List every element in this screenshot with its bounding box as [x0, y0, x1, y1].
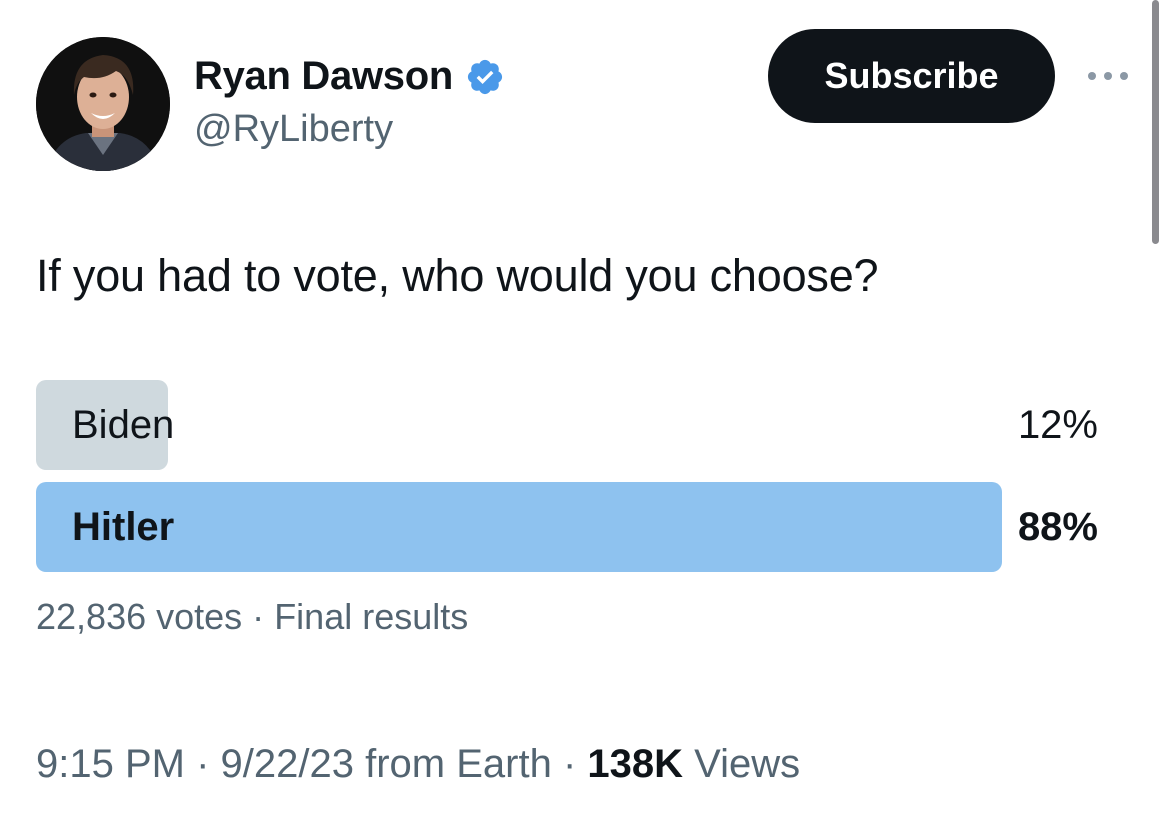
views-count[interactable]: 138K: [587, 742, 684, 786]
separator-dot: ·: [196, 742, 210, 786]
poll-option-percent: 88%: [1017, 505, 1098, 549]
separator-dot: ·: [562, 742, 577, 786]
poll-option-percent: 12%: [1017, 403, 1098, 447]
poll-option-label: Biden: [72, 403, 175, 447]
scrollbar-thumb[interactable]: [1152, 0, 1159, 244]
tweet-date-source[interactable]: 9/22/23 from Earth: [220, 742, 552, 786]
tweet-time[interactable]: 9:15 PM: [36, 742, 185, 786]
author-display-name[interactable]: Ryan Dawson: [194, 54, 453, 98]
poll-option: Biden 12%: [36, 380, 1098, 470]
author-handle[interactable]: @RyLiberty: [194, 108, 394, 150]
author-name-row[interactable]: Ryan Dawson: [194, 54, 505, 99]
poll-option-bar: [36, 482, 1002, 572]
views-label: Views: [694, 742, 801, 786]
poll-vote-count: 22,836 votes: [36, 596, 243, 637]
avatar[interactable]: [36, 37, 170, 171]
separator-dot: ·: [252, 596, 265, 637]
verified-badge-icon[interactable]: [465, 57, 505, 97]
poll-status: Final results: [274, 596, 469, 637]
poll-option-bar: [36, 380, 168, 470]
subscribe-button[interactable]: Subscribe: [768, 29, 1055, 123]
poll-results-summary: 22,836 votes · Final results: [36, 596, 468, 638]
poll-option: Hitler 88%: [36, 482, 1098, 572]
tweet-metadata: 9:15 PM · 9/22/23 from Earth · 138K View…: [36, 742, 800, 787]
avatar-photo: [36, 37, 170, 171]
tweet-text: If you had to vote, who would you choose…: [36, 250, 879, 301]
more-options-icon[interactable]: [1086, 64, 1130, 88]
poll-option-label: Hitler: [72, 505, 175, 549]
